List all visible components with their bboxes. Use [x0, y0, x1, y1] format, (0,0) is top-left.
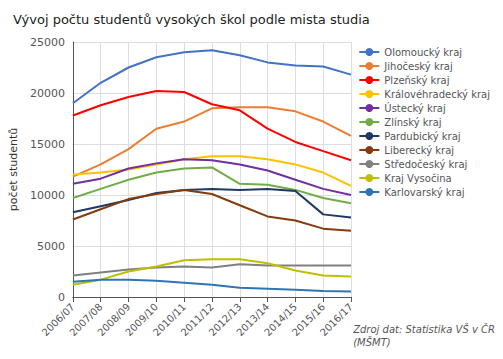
svg-text:2007/08: 2007/08 [67, 301, 105, 339]
svg-text:Plzeňský kraj: Plzeňský kraj [384, 75, 449, 86]
svg-text:2014/15: 2014/15 [262, 301, 300, 339]
svg-text:Kraj Vysočina: Kraj Vysočina [384, 173, 451, 184]
svg-text:Pardubický kraj: Pardubický kraj [384, 131, 460, 142]
svg-text:Olomoucký kraj: Olomoucký kraj [384, 47, 462, 58]
svg-text:2009/10: 2009/10 [123, 301, 161, 339]
svg-text:20000: 20000 [30, 87, 65, 100]
svg-text:25000: 25000 [30, 36, 65, 49]
svg-text:2015/16: 2015/16 [290, 301, 328, 339]
svg-text:Královéhradecký kraj: Královéhradecký kraj [384, 89, 490, 100]
svg-text:2011/12: 2011/12 [178, 301, 216, 339]
svg-text:počet studentů: počet studentů [7, 128, 20, 211]
svg-text:0: 0 [58, 291, 65, 304]
svg-text:2012/13: 2012/13 [206, 301, 244, 339]
svg-text:Karlovarský kraj: Karlovarský kraj [384, 187, 464, 198]
svg-text:2016/17: 2016/17 [318, 301, 355, 338]
svg-text:Liberecký kraj: Liberecký kraj [384, 145, 454, 156]
svg-text:5000: 5000 [37, 240, 65, 253]
svg-text:Zdroj dat: Statistika VŠ v ČR: Zdroj dat: Statistika VŠ v ČR [352, 323, 495, 335]
svg-text:15000: 15000 [30, 138, 65, 151]
svg-text:Středočeský kraj: Středočeský kraj [384, 159, 467, 170]
svg-text:2008/09: 2008/09 [95, 301, 133, 339]
svg-text:2006/07: 2006/07 [39, 301, 77, 339]
svg-text:2010/11: 2010/11 [150, 301, 188, 339]
svg-text:2013/14: 2013/14 [234, 301, 272, 339]
svg-text:Zlínský kraj: Zlínský kraj [384, 117, 441, 128]
svg-text:10000: 10000 [30, 189, 65, 202]
svg-text:Ústecký kraj: Ústecký kraj [384, 102, 445, 114]
svg-text:(MŠMT): (MŠMT) [353, 336, 391, 348]
svg-text:Vývoj počtu studentů vysokých: Vývoj počtu studentů vysokých škol podle… [13, 12, 370, 27]
svg-text:Jihočeský kraj: Jihočeský kraj [383, 61, 452, 72]
